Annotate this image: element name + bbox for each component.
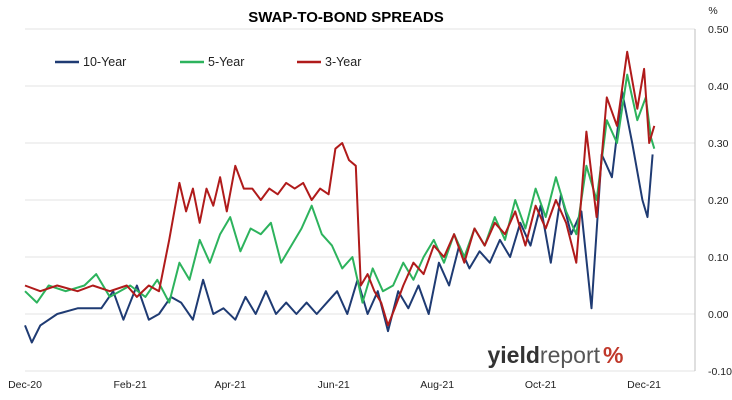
chart-title: SWAP-TO-BOND SPREADS [248,9,444,26]
y-tick-label: 0.40 [708,81,729,93]
y-tick-label: 0.30 [708,138,729,150]
y-tick-label: 0.50 [708,24,729,36]
x-tick-label: Aug-21 [420,379,454,391]
legend-label: 5-Year [208,55,244,69]
x-tick-label: Feb-21 [114,379,147,391]
series-line-10-year [24,90,654,344]
y-unit-label: % [708,5,717,17]
x-tick-label: Dec-21 [627,379,661,391]
legend-label: 3-Year [325,55,361,69]
y-axis-ticks: -0.10 0.00 0.10 0.20 0.30 0.40 0.50 [708,24,732,378]
logo-percent-sign: % [603,342,623,368]
y-tick-label: 0.10 [708,252,729,264]
legend: 10-Year 5-Year 3-Year [55,55,361,69]
x-tick-label: Oct-21 [525,379,557,391]
yieldreport-logo: yieldreport % [487,342,623,368]
logo-word-report: report [540,342,601,368]
svg-text:yieldreport: yieldreport [487,342,600,368]
x-axis-ticks: Dec-20 Feb-21 Apr-21 Jun-21 Aug-21 Oct-21 Dec-… [8,379,661,391]
x-tick-label: Dec-20 [8,379,42,391]
logo-percent-glyph: % [603,342,623,368]
series-line-3-year [24,50,656,327]
series-line-5-year [24,73,656,304]
x-tick-label: Jun-21 [318,379,350,391]
y-tick-label: 0.00 [708,309,729,321]
y-tick-label: -0.10 [708,366,732,378]
legend-label: 10-Year [83,55,126,69]
y-tick-label: 0.20 [708,195,729,207]
x-tick-label: Apr-21 [214,379,246,391]
logo-word-yield: yield [487,342,539,368]
series-lines [24,50,656,344]
